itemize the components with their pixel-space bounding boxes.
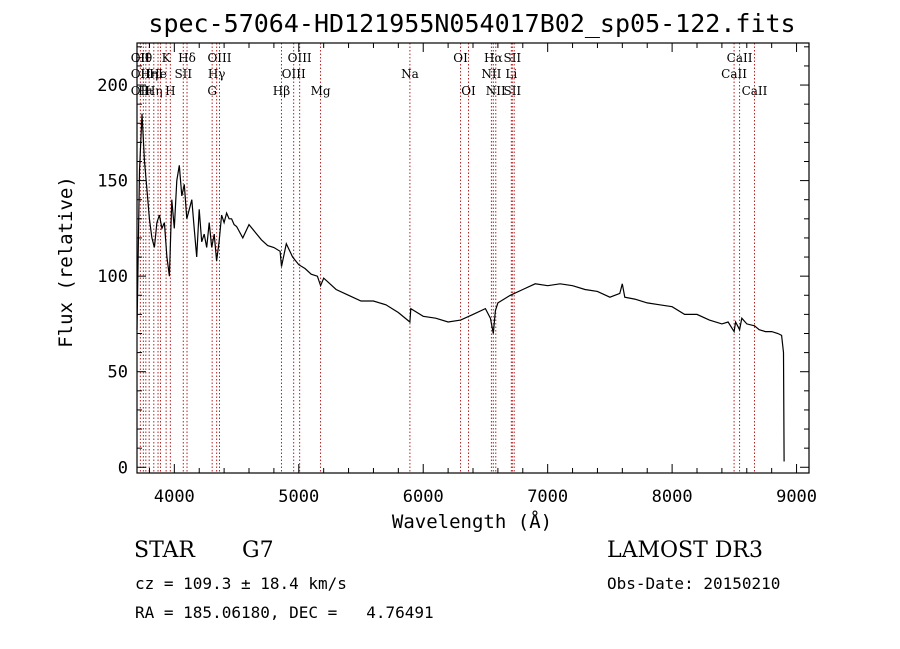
spectral-line-label: Hη [140, 67, 158, 81]
y-tick-label: 100 [97, 267, 128, 287]
spectral-line-label: OIII [282, 67, 306, 81]
spectral-line-label: OII [131, 84, 151, 98]
x-tick-label: 5000 [278, 487, 319, 507]
plot-frame [136, 42, 810, 474]
coordinates: RA = 185.06180, DEC = 4.76491 [135, 603, 434, 622]
chart-title: spec-57064-HD121955N054017B02_sp05-122.f… [148, 9, 795, 38]
spectral-line-label: Hη [145, 84, 163, 98]
x-tick-label: 8000 [652, 487, 693, 507]
object-class: STAR [134, 538, 195, 563]
spectral-line-label: I [158, 67, 163, 81]
x-tick-label: 4000 [154, 487, 195, 507]
spectral-line-label: Hβ [273, 84, 290, 98]
spectral-line-labels: OIIOIIOIIHθHιHηHηHeIKHSIIHδGHγOIIIHβOIII… [131, 51, 768, 98]
spectral-line-label: Mg [311, 84, 331, 98]
y-tick-label: 50 [108, 363, 128, 383]
x-axis: 4000 5000 6000 7000 8000 9000 [148, 43, 817, 507]
y-tick-label: 0 [118, 458, 128, 478]
y-tick-label: 200 [97, 76, 128, 96]
y-axis-label: Flux (relative) [55, 176, 77, 348]
spectral-line-label: CaII [721, 67, 747, 81]
spectral-line-label: Hι [138, 84, 153, 98]
subclass: G7 [242, 538, 274, 563]
spectral-line-label: K [162, 51, 172, 65]
spectral-line-label: SII [503, 84, 521, 98]
spectral-line-label: OII [131, 51, 151, 65]
spectral-line-label: Hγ [208, 67, 226, 81]
spectral-line-label: Na [401, 67, 419, 81]
x-axis-label: Wavelength (Å) [392, 510, 552, 533]
spectral-line-markers [139, 43, 755, 473]
redshift-value: cz = 109.3 ± 18.4 km/s [135, 574, 347, 593]
spectral-line-label: Hα [484, 51, 503, 65]
x-tick-label: 6000 [403, 487, 444, 507]
y-tick-label: 150 [97, 172, 128, 192]
spectral-line-label: Hθ [134, 51, 152, 65]
spectral-line-label: CaII [742, 84, 768, 98]
spectral-line-label: G [207, 84, 217, 98]
spectral-line-label: H [165, 84, 175, 98]
spectral-line-label: OIII [288, 51, 312, 65]
spectral-line-label: Hδ [178, 51, 196, 65]
spectrum-line [136, 113, 785, 462]
survey-name: LAMOST DR3 [607, 538, 763, 563]
spectral-line-label: OI [461, 84, 476, 98]
spectral-line-label: SII [503, 51, 521, 65]
spectral-line-label: NII [481, 67, 501, 81]
spectral-line-label: CaII [727, 51, 753, 65]
obs-date: Obs-Date: 20150210 [607, 574, 781, 593]
x-tick-label: 7000 [527, 487, 568, 507]
spectral-line-label: OII [131, 67, 151, 81]
spectral-line-label: NII [486, 84, 506, 98]
y-axis: 0 50 100 150 200 [97, 46, 809, 478]
spectral-line-label: OIII [207, 51, 231, 65]
spectral-line-label: SII [174, 67, 192, 81]
x-tick-label: 9000 [776, 487, 817, 507]
spectral-line-label: OI [453, 51, 468, 65]
spectral-line-label: Li [505, 67, 517, 81]
spectral-line-label: He [149, 67, 167, 81]
